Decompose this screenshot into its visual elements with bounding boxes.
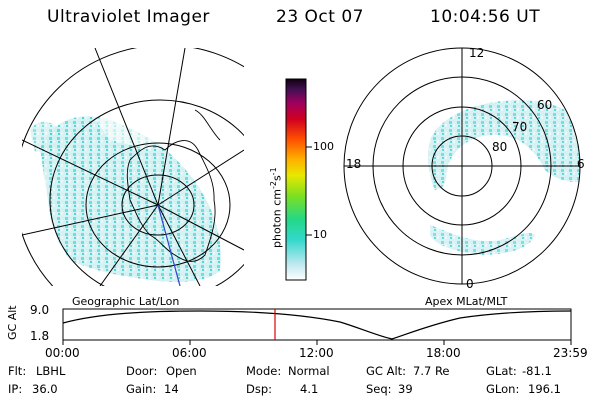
seq-label: Seq: [366,382,392,396]
gcalt-value: 7.7 Re [413,364,450,378]
colorbar-unit-label: photon cm-2s-1 [269,167,284,248]
time-label: 10:04:56 UT [430,7,541,27]
gain-value: 14 [164,382,179,396]
ip-value: 36.0 [32,382,58,396]
xtick-2359: 23:59 [553,346,588,360]
seq-value: 39 [398,382,413,396]
gcalt-label: GC Alt: [366,364,407,378]
apex-panel-label: Apex MLat/MLT [425,295,508,308]
colorbar-tick-100: 100 [313,140,334,153]
lat-label-80: 80 [492,140,508,154]
mode-value: Normal [288,364,330,378]
glon-value: 196.1 [528,382,561,396]
terminator-line [157,204,181,286]
altitude-plot [62,308,572,345]
glat-value: -81.1 [522,364,552,378]
mlt-label-0: 0 [466,277,474,291]
door-value: Open [166,364,197,378]
mode-label: Mode: [246,364,282,378]
polar-plot [343,47,581,285]
gain-label: Gain: [126,382,157,396]
dsp-label: Dsp: [246,382,273,396]
xtick-1800: 18:00 [426,346,461,360]
altitude-curve [62,310,572,340]
flt-value: LBHL [36,364,66,378]
mlt-label-6: 6 [577,157,585,171]
altitude-ytick-top: 9.0 [30,303,50,317]
xtick-0600: 06:00 [172,346,207,360]
flt-label: Flt: [8,364,27,378]
altitude-ylabel: GC Alt [6,305,19,340]
ip-label: IP: [8,382,23,396]
lat-label-60: 60 [537,98,553,112]
glon-label: GLon: [486,382,520,396]
colorbar [285,78,312,281]
dsp-value: 4.1 [300,382,319,396]
mlt-label-18: 18 [346,157,362,171]
door-label: Door: [126,364,158,378]
auroral-oval-right [427,100,580,190]
instrument-title: Ultraviolet Imager [47,7,210,27]
auroral-oval-left [40,116,221,282]
mlt-label-12: 12 [469,46,485,60]
date-label: 23 Oct 07 [276,7,364,27]
coastline [126,140,216,262]
colorbar-tick-10: 10 [313,228,327,241]
altitude-ytick-bottom: 1.8 [30,329,50,343]
glat-label: GLat: [486,364,517,378]
xtick-1200: 12:00 [299,346,334,360]
lat-label-70: 70 [512,120,528,134]
xtick-0000: 00:00 [45,346,80,360]
geographic-panel-label: Geographic Lat/Lon [72,295,180,308]
geographic-map [22,48,244,286]
